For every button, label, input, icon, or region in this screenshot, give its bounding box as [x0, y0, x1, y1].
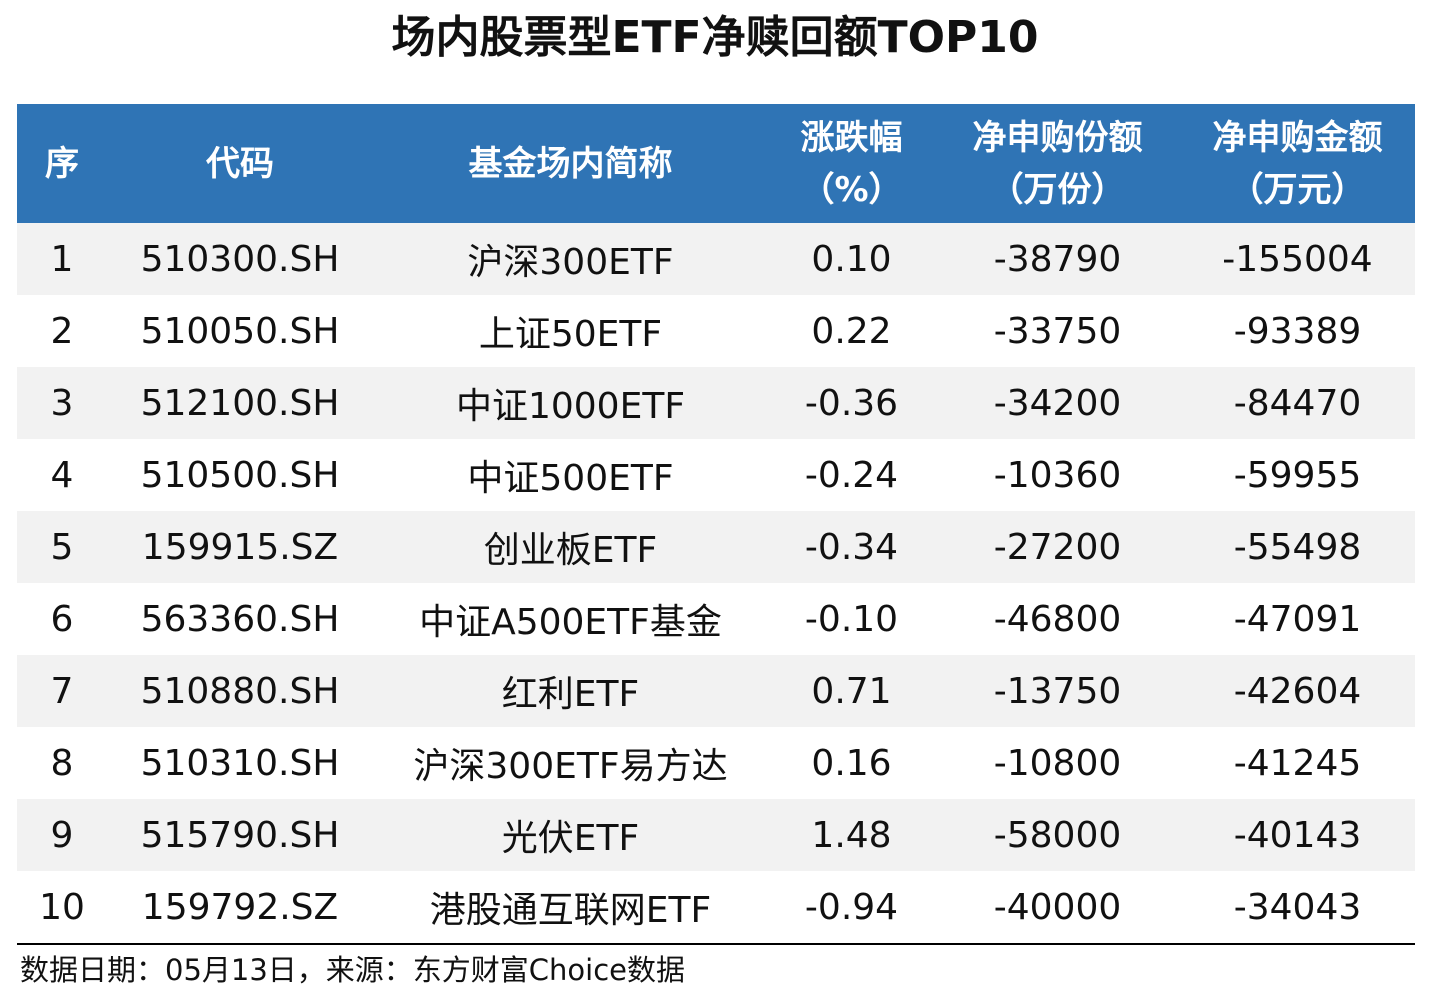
table-cell: -34200 [935, 367, 1180, 439]
table-row: 7 510880.SH 红利ETF 0.71 -13750 -42604 [17, 655, 1415, 727]
header-cell: 基金场内简称 [373, 104, 768, 223]
table-cell: 红利ETF [373, 655, 768, 727]
table-cell: 中证A500ETF基金 [419, 602, 722, 643]
table-row: 3 512100.SH 中证1000ETF -0.36 -34200 -84470 [17, 367, 1415, 439]
table-cell: 0.22 [811, 310, 892, 352]
table-cell: -33750 [993, 310, 1122, 352]
header-cell: 净申购金额 （万元） [1180, 104, 1415, 223]
table-row: 2 510050.SH 上证50ETF 0.22 -33750 -93389 [17, 295, 1415, 367]
table-cell: 510310.SH [140, 742, 340, 784]
table-cell: -84470 [1180, 367, 1415, 439]
table-row: 5 159915.SZ 创业板ETF -0.34 -27200 -55498 [17, 511, 1415, 583]
table-cell: 510500.SH [140, 454, 340, 496]
table-cell: -13750 [935, 655, 1180, 727]
table-cell: -34043 [1180, 871, 1415, 945]
header-text: 净申购金额 [1212, 117, 1383, 158]
header-text: （万份） [989, 169, 1126, 210]
title: 场内股票型ETF净赎回额TOP10 [391, 12, 1039, 63]
table-cell: 7 [17, 655, 107, 727]
table-cell: 创业板ETF [373, 511, 768, 583]
table-row: 9 515790.SH 光伏ETF 1.48 -58000 -40143 [17, 799, 1415, 871]
table-cell: -155004 [1180, 223, 1415, 295]
table-cell: 159915.SZ [107, 511, 373, 583]
header-text: 净申购份额 [972, 117, 1143, 158]
table-cell: 2 [50, 310, 74, 352]
table-cell: 563360.SH [140, 598, 340, 640]
table-cell: 港股通互联网ETF [373, 871, 768, 945]
table-cell: 0.16 [811, 742, 892, 784]
header-text: （%） [800, 169, 903, 210]
table-cell: -38790 [935, 223, 1180, 295]
header-text: 涨跌幅 [800, 117, 903, 158]
header-cell: 代码 [107, 104, 373, 223]
table-row: 6 563360.SH 中证A500ETF基金 -0.10 -46800 -47091 [17, 583, 1415, 655]
table-cell: -10360 [993, 454, 1122, 496]
table-cell: 沪深300ETF [373, 223, 768, 295]
table-cell: 光伏ETF [373, 799, 768, 871]
table-cell: -46800 [993, 598, 1122, 640]
header-row: 序 代码 基金场内简称 涨跌幅 （%） 净申购份额 （万份） 净申购金额 （万元） [17, 104, 1415, 223]
table-row: 4 510500.SH 中证500ETF -0.24 -10360 -59955 [17, 439, 1415, 511]
table-cell: -10800 [993, 742, 1122, 784]
footer-note: 数据日期：05月13日，来源：东方财富Choice数据 [20, 953, 686, 987]
header-text: 序 [45, 143, 79, 184]
table-cell: 159792.SZ [107, 871, 373, 945]
header-cell: 净申购份额 （万份） [935, 104, 1180, 223]
table-cell: -58000 [935, 799, 1180, 871]
table-cell: -27200 [935, 511, 1180, 583]
table-row: 10 159792.SZ 港股通互联网ETF -0.94 -40000 -34043 [17, 871, 1415, 945]
table-cell: 上证50ETF [478, 314, 663, 355]
table-cell: 10 [17, 871, 107, 945]
table-cell: 510880.SH [107, 655, 373, 727]
table-cell: 515790.SH [107, 799, 373, 871]
table-cell: -55498 [1180, 511, 1415, 583]
table-cell: 5 [17, 511, 107, 583]
table-cell: -0.94 [768, 871, 935, 945]
table-cell: 6 [50, 598, 74, 640]
table-cell: -47091 [1233, 598, 1362, 640]
table-cell: 沪深300ETF易方达 [413, 746, 728, 787]
table-cell: 中证500ETF [467, 458, 674, 499]
table-cell: 0.71 [768, 655, 935, 727]
table-cell: 510050.SH [140, 310, 340, 352]
table-cell: 510300.SH [107, 223, 373, 295]
table-cell: -41245 [1233, 742, 1362, 784]
table-cell: -0.34 [768, 511, 935, 583]
header-cell: 序 [17, 104, 107, 223]
table-cell: 3 [17, 367, 107, 439]
etf-table: 序代码 基金场内简称 涨跌幅 （%） 净申购份额 （万份） 净申购金额 （万元） 1 51030… [17, 104, 1415, 945]
header-text: 基金场内简称 [468, 143, 673, 184]
table-cell: 4 [50, 454, 74, 496]
table-cell: -0.36 [768, 367, 935, 439]
table-cell: 1.48 [768, 799, 935, 871]
table-cell: -40143 [1180, 799, 1415, 871]
table-cell: 8 [50, 742, 74, 784]
header-text: 代码 [206, 143, 274, 184]
table-cell: -0.10 [804, 598, 899, 640]
table-cell: -40000 [935, 871, 1180, 945]
table-cell: -59955 [1233, 454, 1362, 496]
table-cell: 9 [17, 799, 107, 871]
table-cell: 中证1000ETF [373, 367, 768, 439]
table-cell: -42604 [1180, 655, 1415, 727]
table-cell: 0.10 [768, 223, 935, 295]
header-cell: 涨跌幅 （%） [768, 104, 935, 223]
table-cell: 512100.SH [107, 367, 373, 439]
table-cell: -93389 [1233, 310, 1362, 352]
table-cell: 1 [17, 223, 107, 295]
table-cell: -0.24 [804, 454, 899, 496]
header-text: （万元） [1229, 169, 1366, 210]
table-row: 8 510310.SH 沪深300ETF易方达 0.16 -10800 -41245 [17, 727, 1415, 799]
table-row: 1 510300.SH 沪深300ETF 0.10 -38790 -155004 [17, 223, 1415, 295]
